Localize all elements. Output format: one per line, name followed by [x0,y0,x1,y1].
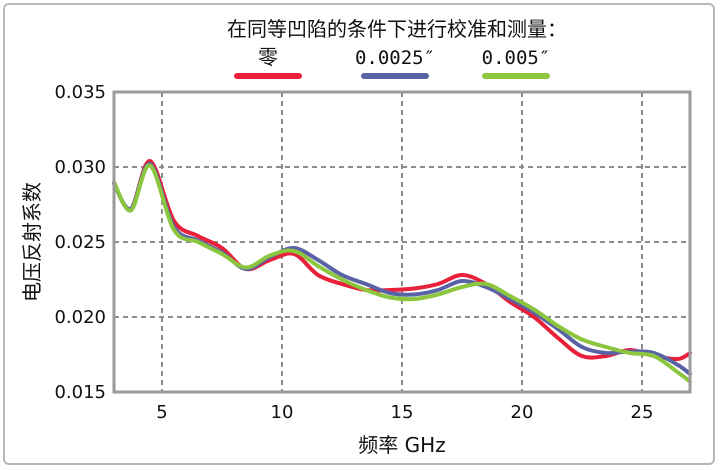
y-tick-label-2: 0.025 [54,232,106,253]
y-axis-title: 电压反射系数 [20,182,44,302]
x-tick-label-2: 15 [391,402,414,423]
series-line-0 [112,158,692,362]
legend: 零 0.0025″ 0.005″ [234,45,551,79]
chart-title: 在同等凹陷的条件下进行校准和测量： [227,17,567,41]
x-axis-title: 频率 GHz [358,433,445,457]
y-tick-label-3: 0.030 [54,157,106,178]
x-tick-label-3: 20 [511,402,534,423]
grid [114,92,690,392]
plot-border [112,90,692,394]
y-tick-label-4: 0.035 [54,82,106,103]
x-tick-label-0: 5 [156,402,167,423]
tick-labels: 5 10 15 20 25 0.015 0.020 0.025 0.030 0.035 [54,82,653,423]
series-line-2 [112,163,692,384]
series-layer [112,158,692,384]
legend-label-2: 0.005″ [482,47,551,69]
x-tick-label-1: 10 [271,402,294,423]
y-tick-label-0: 0.015 [54,382,106,403]
x-tick-label-4: 25 [631,402,654,423]
legend-label-1: 0.0025″ [355,47,435,69]
legend-label-0: 零 [258,45,278,69]
y-tick-label-1: 0.020 [54,307,106,328]
